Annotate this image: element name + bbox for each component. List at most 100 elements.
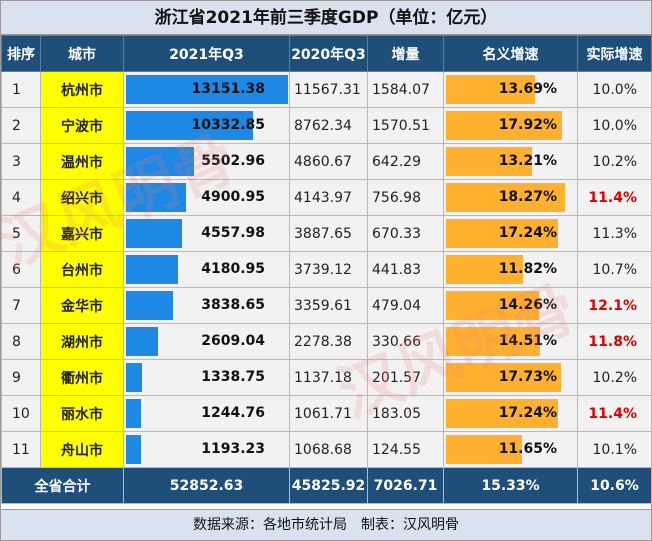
gdp-bar: [126, 255, 178, 284]
gdp-bar: [126, 219, 183, 248]
nominal-growth-bar: [446, 363, 562, 392]
real-growth-cell: 12.1%: [577, 287, 652, 324]
city-cell: 嘉兴市: [40, 215, 124, 252]
table-row: 1 杭州市 13151.38 11567.31 1584.07 13.69% 10.0%: [1, 71, 652, 108]
gdp-2020q3-cell: 4860.67: [289, 143, 368, 180]
table-row: 6 台州市 4180.95 3739.12 441.83 11.82% 10.7%: [1, 251, 652, 288]
nominal-growth-value: 18.27%: [498, 189, 557, 205]
gdp-2020q3-cell: 1061.71: [289, 395, 368, 432]
city-cell: 金华市: [40, 287, 124, 324]
nominal-growth-bar: [446, 183, 565, 212]
rank-cell: 2: [1, 107, 41, 144]
gdp-bar: [126, 111, 254, 140]
nominal-growth-value: 11.65%: [498, 441, 557, 457]
nominal-growth-value: 17.73%: [498, 369, 557, 385]
gdp-2021q3-value: 13151.38: [191, 81, 265, 97]
source-footer: 数据来源：各地市统计局 制表：汉风明骨: [1, 509, 651, 540]
nominal-growth-bar: [446, 327, 541, 356]
header-real-growth: 实际增速: [577, 35, 652, 72]
nominal-growth-cell: 13.69%: [443, 71, 578, 108]
rank-cell: 3: [1, 143, 41, 180]
real-growth-cell: 10.2%: [577, 359, 652, 396]
real-growth-cell: 10.1%: [577, 431, 652, 468]
gdp-bar: [126, 363, 143, 392]
nominal-growth-cell: 11.65%: [443, 431, 578, 468]
rank-cell: 1: [1, 71, 41, 108]
table-row: 7 金华市 3838.65 3359.61 479.04 14.26% 12.1%: [1, 287, 652, 324]
nominal-growth-cell: 17.24%: [443, 215, 578, 252]
city-cell: 衢州市: [40, 359, 124, 396]
gdp-2021q3-cell: 1193.23: [123, 431, 290, 468]
increase-cell: 201.57: [367, 359, 444, 396]
total-nominal-growth: 15.33%: [443, 467, 578, 504]
rank-cell: 8: [1, 323, 41, 360]
gdp-2021q3-value: 5502.96: [201, 153, 265, 169]
gdp-2020q3-cell: 3359.61: [289, 287, 368, 324]
gdp-2021q3-value: 4180.95: [201, 261, 265, 277]
gdp-2021q3-cell: 13151.38: [123, 71, 290, 108]
real-growth-cell: 11.4%: [577, 179, 652, 216]
city-cell: 湖州市: [40, 323, 124, 360]
real-growth-cell: 10.2%: [577, 143, 652, 180]
nominal-growth-cell: 14.26%: [443, 287, 578, 324]
city-cell: 宁波市: [40, 107, 124, 144]
gdp-2021q3-value: 1338.75: [201, 369, 265, 385]
rank-cell: 4: [1, 179, 41, 216]
real-growth-cell: 11.4%: [577, 395, 652, 432]
table-row: 9 衢州市 1338.75 1137.18 201.57 17.73% 10.2%: [1, 359, 652, 396]
increase-cell: 183.05: [367, 395, 444, 432]
rank-cell: 6: [1, 251, 41, 288]
rank-cell: 7: [1, 287, 41, 324]
gdp-2021q3-value: 4557.98: [201, 225, 265, 241]
nominal-growth-cell: 17.73%: [443, 359, 578, 396]
total-real-growth: 10.6%: [577, 467, 652, 504]
city-cell: 丽水市: [40, 395, 124, 432]
nominal-growth-cell: 13.21%: [443, 143, 578, 180]
gdp-2021q3-cell: 4180.95: [123, 251, 290, 288]
table-row: 2 宁波市 10332.85 8762.34 1570.51 17.92% 10.0%: [1, 107, 652, 144]
real-growth-cell: 11.8%: [577, 323, 652, 360]
table-title: 浙江省2021年前三季度GDP（单位：亿元）: [1, 1, 651, 35]
header-increase: 增量: [367, 35, 444, 72]
increase-cell: 330.66: [367, 323, 444, 360]
increase-cell: 1570.51: [367, 107, 444, 144]
header-city: 城市: [40, 35, 124, 72]
gdp-2021q3-value: 10332.85: [191, 117, 265, 133]
nominal-growth-bar: [446, 219, 559, 248]
header-nominal-growth: 名义增速: [443, 35, 578, 72]
gdp-bar: [126, 435, 141, 464]
nominal-growth-value: 17.24%: [498, 405, 557, 421]
nominal-growth-bar: [446, 399, 559, 428]
table-row: 5 嘉兴市 4557.98 3887.65 670.33 17.24% 11.3%: [1, 215, 652, 252]
total-label: 全省合计: [1, 467, 124, 504]
increase-cell: 756.98: [367, 179, 444, 216]
gdp-2021q3-cell: 10332.85: [123, 107, 290, 144]
table-row: 3 温州市 5502.96 4860.67 642.29 13.21% 10.2%: [1, 143, 652, 180]
gdp-2021q3-value: 1193.23: [201, 441, 265, 457]
gdp-2021q3-cell: 2609.04: [123, 323, 290, 360]
gdp-bar: [126, 399, 142, 428]
nominal-growth-cell: 17.24%: [443, 395, 578, 432]
gdp-2021q3-value: 4900.95: [201, 189, 265, 205]
gdp-bar: [126, 75, 288, 104]
nominal-growth-bar: [446, 75, 535, 104]
increase-cell: 642.29: [367, 143, 444, 180]
real-growth-cell: 10.0%: [577, 107, 652, 144]
gdp-2020q3-cell: 11567.31: [289, 71, 368, 108]
nominal-growth-cell: 14.51%: [443, 323, 578, 360]
rank-cell: 9: [1, 359, 41, 396]
gdp-2021q3-value: 3838.65: [201, 297, 265, 313]
nominal-growth-value: 13.69%: [498, 81, 557, 97]
total-increase: 7026.71: [367, 467, 444, 504]
increase-cell: 441.83: [367, 251, 444, 288]
gdp-2020q3-cell: 4143.97: [289, 179, 368, 216]
table-row: 8 湖州市 2609.04 2278.38 330.66 14.51% 11.8%: [1, 323, 652, 360]
gdp-2020q3-cell: 8762.34: [289, 107, 368, 144]
gdp-2021q3-cell: 5502.96: [123, 143, 290, 180]
table-row: 11 舟山市 1193.23 1068.68 124.55 11.65% 10.1%: [1, 431, 652, 468]
gdp-bar: [126, 183, 187, 212]
gdp-bar: [126, 327, 159, 356]
gdp-2020q3-cell: 1137.18: [289, 359, 368, 396]
nominal-growth-value: 14.51%: [498, 333, 557, 349]
